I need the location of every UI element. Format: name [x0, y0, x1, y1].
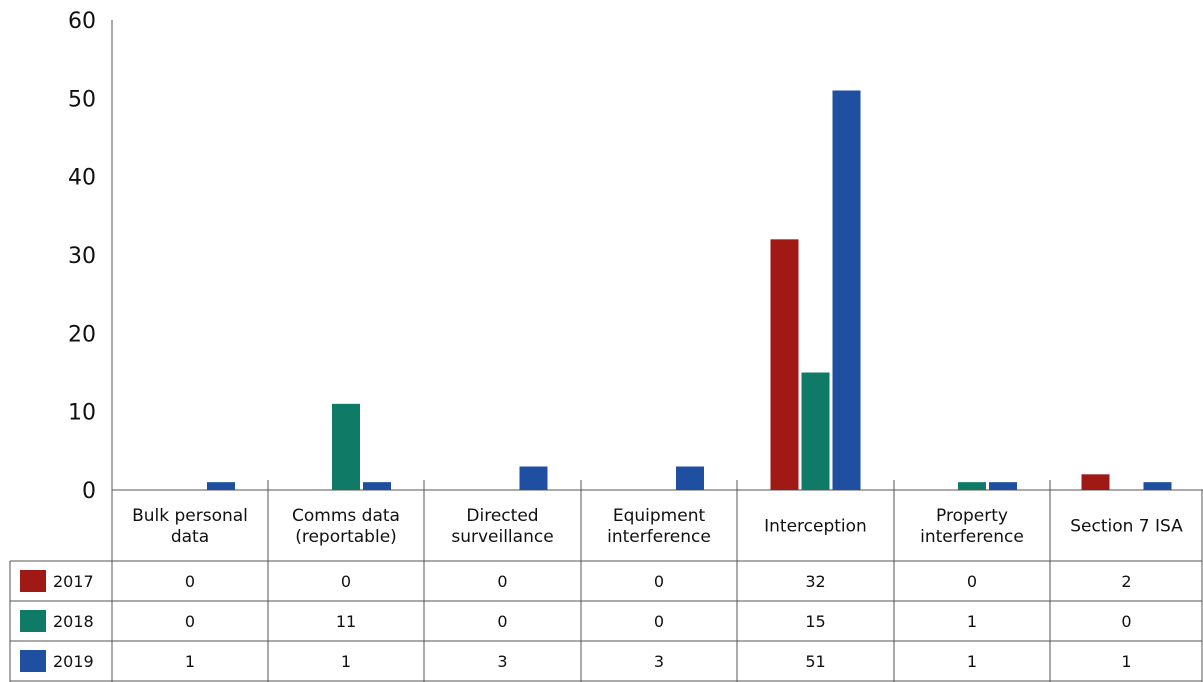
data-cell: 15	[805, 612, 825, 631]
category-label: Comms data	[292, 506, 400, 526]
y-axis: 0 10 20 30 40 50 60	[68, 9, 113, 504]
y-tick-label: 0	[82, 479, 96, 504]
y-tick-label: 10	[68, 401, 96, 426]
category-label: interference	[607, 527, 711, 547]
series-name: 2019	[53, 652, 94, 671]
y-tick-label: 60	[68, 9, 96, 34]
data-cell: 0	[341, 572, 351, 591]
data-cell: 32	[805, 572, 825, 591]
bar-2018	[801, 372, 830, 490]
bar-2019	[676, 466, 704, 490]
data-cell: 11	[336, 612, 356, 631]
data-cell: 1	[341, 652, 351, 671]
legend-swatch-2017	[20, 570, 46, 592]
series-name: 2018	[53, 612, 94, 631]
category-label: surveillance	[451, 527, 553, 547]
y-tick-label: 20	[68, 322, 96, 347]
data-cell: 0	[497, 572, 507, 591]
bar-2019	[832, 90, 861, 490]
data-cell: 3	[497, 652, 507, 671]
y-tick-label: 50	[68, 87, 96, 112]
bar-2019	[1143, 482, 1172, 490]
data-cell: 51	[805, 652, 825, 671]
data-cell: 0	[185, 612, 195, 631]
data-cell: 0	[1121, 612, 1131, 631]
data-cell: 0	[185, 572, 195, 591]
category-label: Interception	[764, 517, 867, 537]
bar-2019	[207, 482, 235, 490]
bar-2018	[958, 482, 986, 490]
category-label: Directed	[466, 506, 538, 526]
category-label: Bulk personal	[132, 506, 248, 526]
data-cell: 1	[967, 652, 977, 671]
category-label: Section 7 ISA	[1070, 517, 1183, 537]
bar-2019	[989, 482, 1017, 490]
legend-swatch-2019	[20, 650, 46, 672]
bar-2019	[363, 482, 391, 490]
data-cell: 1	[967, 612, 977, 631]
category-label: (reportable)	[295, 527, 397, 547]
y-tick-label: 40	[68, 166, 96, 191]
series-name: 2017	[53, 572, 94, 591]
data-cell: 2	[1121, 572, 1131, 591]
category-label: data	[171, 527, 209, 547]
y-tick-label: 30	[68, 244, 96, 269]
bar-2017	[1081, 474, 1110, 490]
data-cell: 0	[654, 572, 664, 591]
data-cell: 3	[654, 652, 664, 671]
category-label: interference	[920, 527, 1024, 547]
bar-2017	[770, 239, 799, 490]
data-cell: 0	[967, 572, 977, 591]
legend-swatch-2018	[20, 610, 46, 632]
data-cell: 0	[654, 612, 664, 631]
category-label: Property	[936, 506, 1008, 526]
data-cell: 1	[1121, 652, 1131, 671]
data-cell: 1	[185, 652, 195, 671]
bar-2018	[332, 403, 360, 490]
data-cell: 0	[497, 612, 507, 631]
bars	[112, 90, 1203, 491]
bar-2019	[519, 466, 548, 490]
category-label: Equipment	[613, 506, 706, 526]
